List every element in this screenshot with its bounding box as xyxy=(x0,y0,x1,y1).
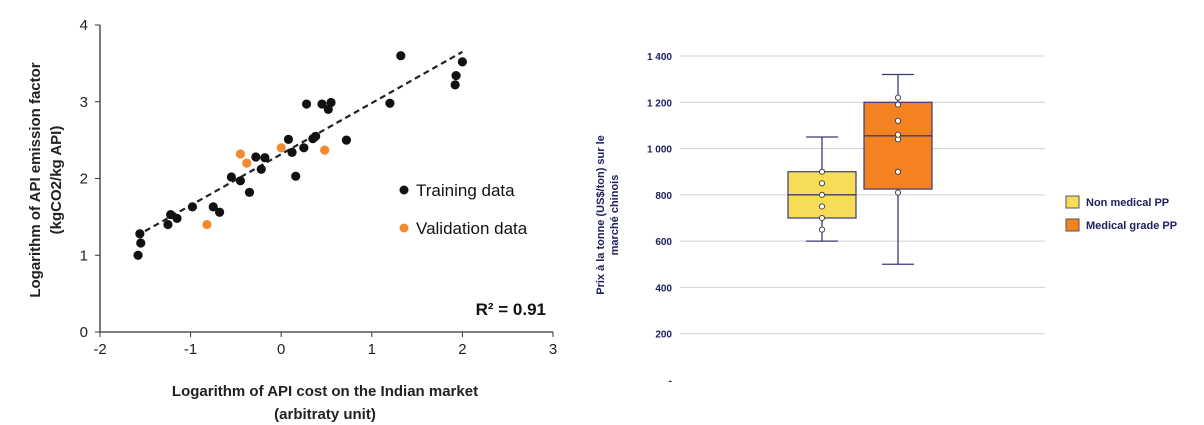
training-data-point xyxy=(291,171,301,181)
training-data-point xyxy=(385,98,395,108)
training-data-point xyxy=(287,147,297,158)
y-tick-label: 3 xyxy=(80,94,88,111)
legend-label-validation: Validation data xyxy=(416,219,528,238)
data-point xyxy=(818,180,826,187)
training-data-point xyxy=(301,99,312,109)
training-data-point xyxy=(299,143,309,153)
data-point xyxy=(894,189,902,196)
training-data-point xyxy=(256,164,266,174)
validation-data-point xyxy=(320,145,330,155)
y-tick-label: - xyxy=(669,376,672,387)
training-data-point xyxy=(244,187,255,197)
y-tick-label: 800 xyxy=(655,191,672,202)
y-axis-label-line-2: (kgCO2/kg API) xyxy=(48,126,65,235)
data-point xyxy=(818,226,826,233)
training-data-point xyxy=(396,51,406,61)
y-tick-label: 600 xyxy=(655,237,672,248)
legend-swatch-non-medical xyxy=(1065,195,1080,209)
legend-label-non-medical: Non medical PP xyxy=(1086,197,1169,209)
data-point xyxy=(818,214,826,222)
training-data-point xyxy=(135,229,145,239)
training-data-point xyxy=(451,71,461,81)
data-point xyxy=(894,136,902,143)
legend-label-training: Training data xyxy=(416,181,515,200)
legend-swatch-medical xyxy=(1065,218,1080,232)
y-tick-label: 1 xyxy=(80,247,88,264)
y-tick-label: 0 xyxy=(80,324,88,341)
x-tick-label: 2 xyxy=(458,341,466,358)
validation-data-point xyxy=(242,158,252,168)
data-point xyxy=(818,191,826,198)
training-data-point xyxy=(260,153,270,163)
data-point xyxy=(894,94,902,101)
y-axis-label-line-2: marché chinois xyxy=(609,175,621,256)
y-tick-label: 1 400 xyxy=(647,52,672,63)
validation-data-point xyxy=(276,143,286,153)
data-point xyxy=(894,117,902,124)
training-data-point xyxy=(283,134,294,144)
training-data-point xyxy=(163,219,173,230)
box-iqr xyxy=(863,101,933,190)
y-tick-label: 1 200 xyxy=(647,98,672,109)
training-data-point xyxy=(235,176,246,186)
training-data-point xyxy=(172,213,182,224)
x-tick-label: -2 xyxy=(93,341,106,358)
legend: Training data Validation data xyxy=(399,181,528,238)
data-point xyxy=(894,131,902,138)
y-tick-label: 4 xyxy=(80,17,88,34)
y-axis-label-line-1: Logarithm of API emission factor xyxy=(27,62,44,297)
training-data-point xyxy=(341,135,352,145)
validation-data-point xyxy=(235,149,246,159)
training-data-point xyxy=(136,238,146,248)
scatter-chart: -2 -1 0 1 2 3 0 1 2 3 4 Logarithm of API emission … xyxy=(27,17,557,423)
training-data-point xyxy=(214,207,225,217)
data-point xyxy=(818,168,826,175)
training-data-point xyxy=(208,202,218,212)
training-data-point xyxy=(326,97,336,108)
y-tick-label: 200 xyxy=(655,330,672,341)
legend: Non medical PP Medical grade PP xyxy=(1065,195,1177,232)
data-point xyxy=(894,101,902,108)
box-medical-grade-pp xyxy=(863,73,933,265)
training-data-point xyxy=(187,202,198,212)
training-data-point xyxy=(450,80,460,90)
x-tick-label: 0 xyxy=(277,341,285,358)
x-tick-label: 1 xyxy=(368,341,376,358)
r-squared-label: R² = 0.91 xyxy=(476,300,546,319)
training-data-point xyxy=(323,104,333,115)
legend-label-medical: Medical grade PP xyxy=(1086,220,1177,232)
box-iqr xyxy=(787,171,857,219)
training-data-point xyxy=(251,152,261,162)
legend-marker-training xyxy=(399,185,409,195)
box-non-medical-pp xyxy=(787,136,857,242)
training-data-point xyxy=(317,99,327,109)
y-tick-label: 400 xyxy=(655,283,672,294)
x-axis-label-line-2: (arbitraty unit) xyxy=(274,406,376,423)
training-data-point xyxy=(311,131,321,141)
y-tick-label: 1 000 xyxy=(647,145,672,156)
data-point xyxy=(818,203,826,210)
x-tick-label: -1 xyxy=(184,341,197,358)
y-tick-label: 2 xyxy=(80,171,88,188)
training-data-point xyxy=(457,57,467,67)
x-tick-label: 3 xyxy=(549,341,557,358)
data-point xyxy=(894,168,902,175)
legend-marker-validation xyxy=(399,223,409,233)
validation-data-point xyxy=(202,219,212,230)
x-axis-label-line-1: Logarithm of API cost on the Indian mark… xyxy=(172,383,478,400)
training-data-point xyxy=(226,172,236,182)
trendline xyxy=(135,50,463,238)
training-data-point xyxy=(133,250,143,260)
